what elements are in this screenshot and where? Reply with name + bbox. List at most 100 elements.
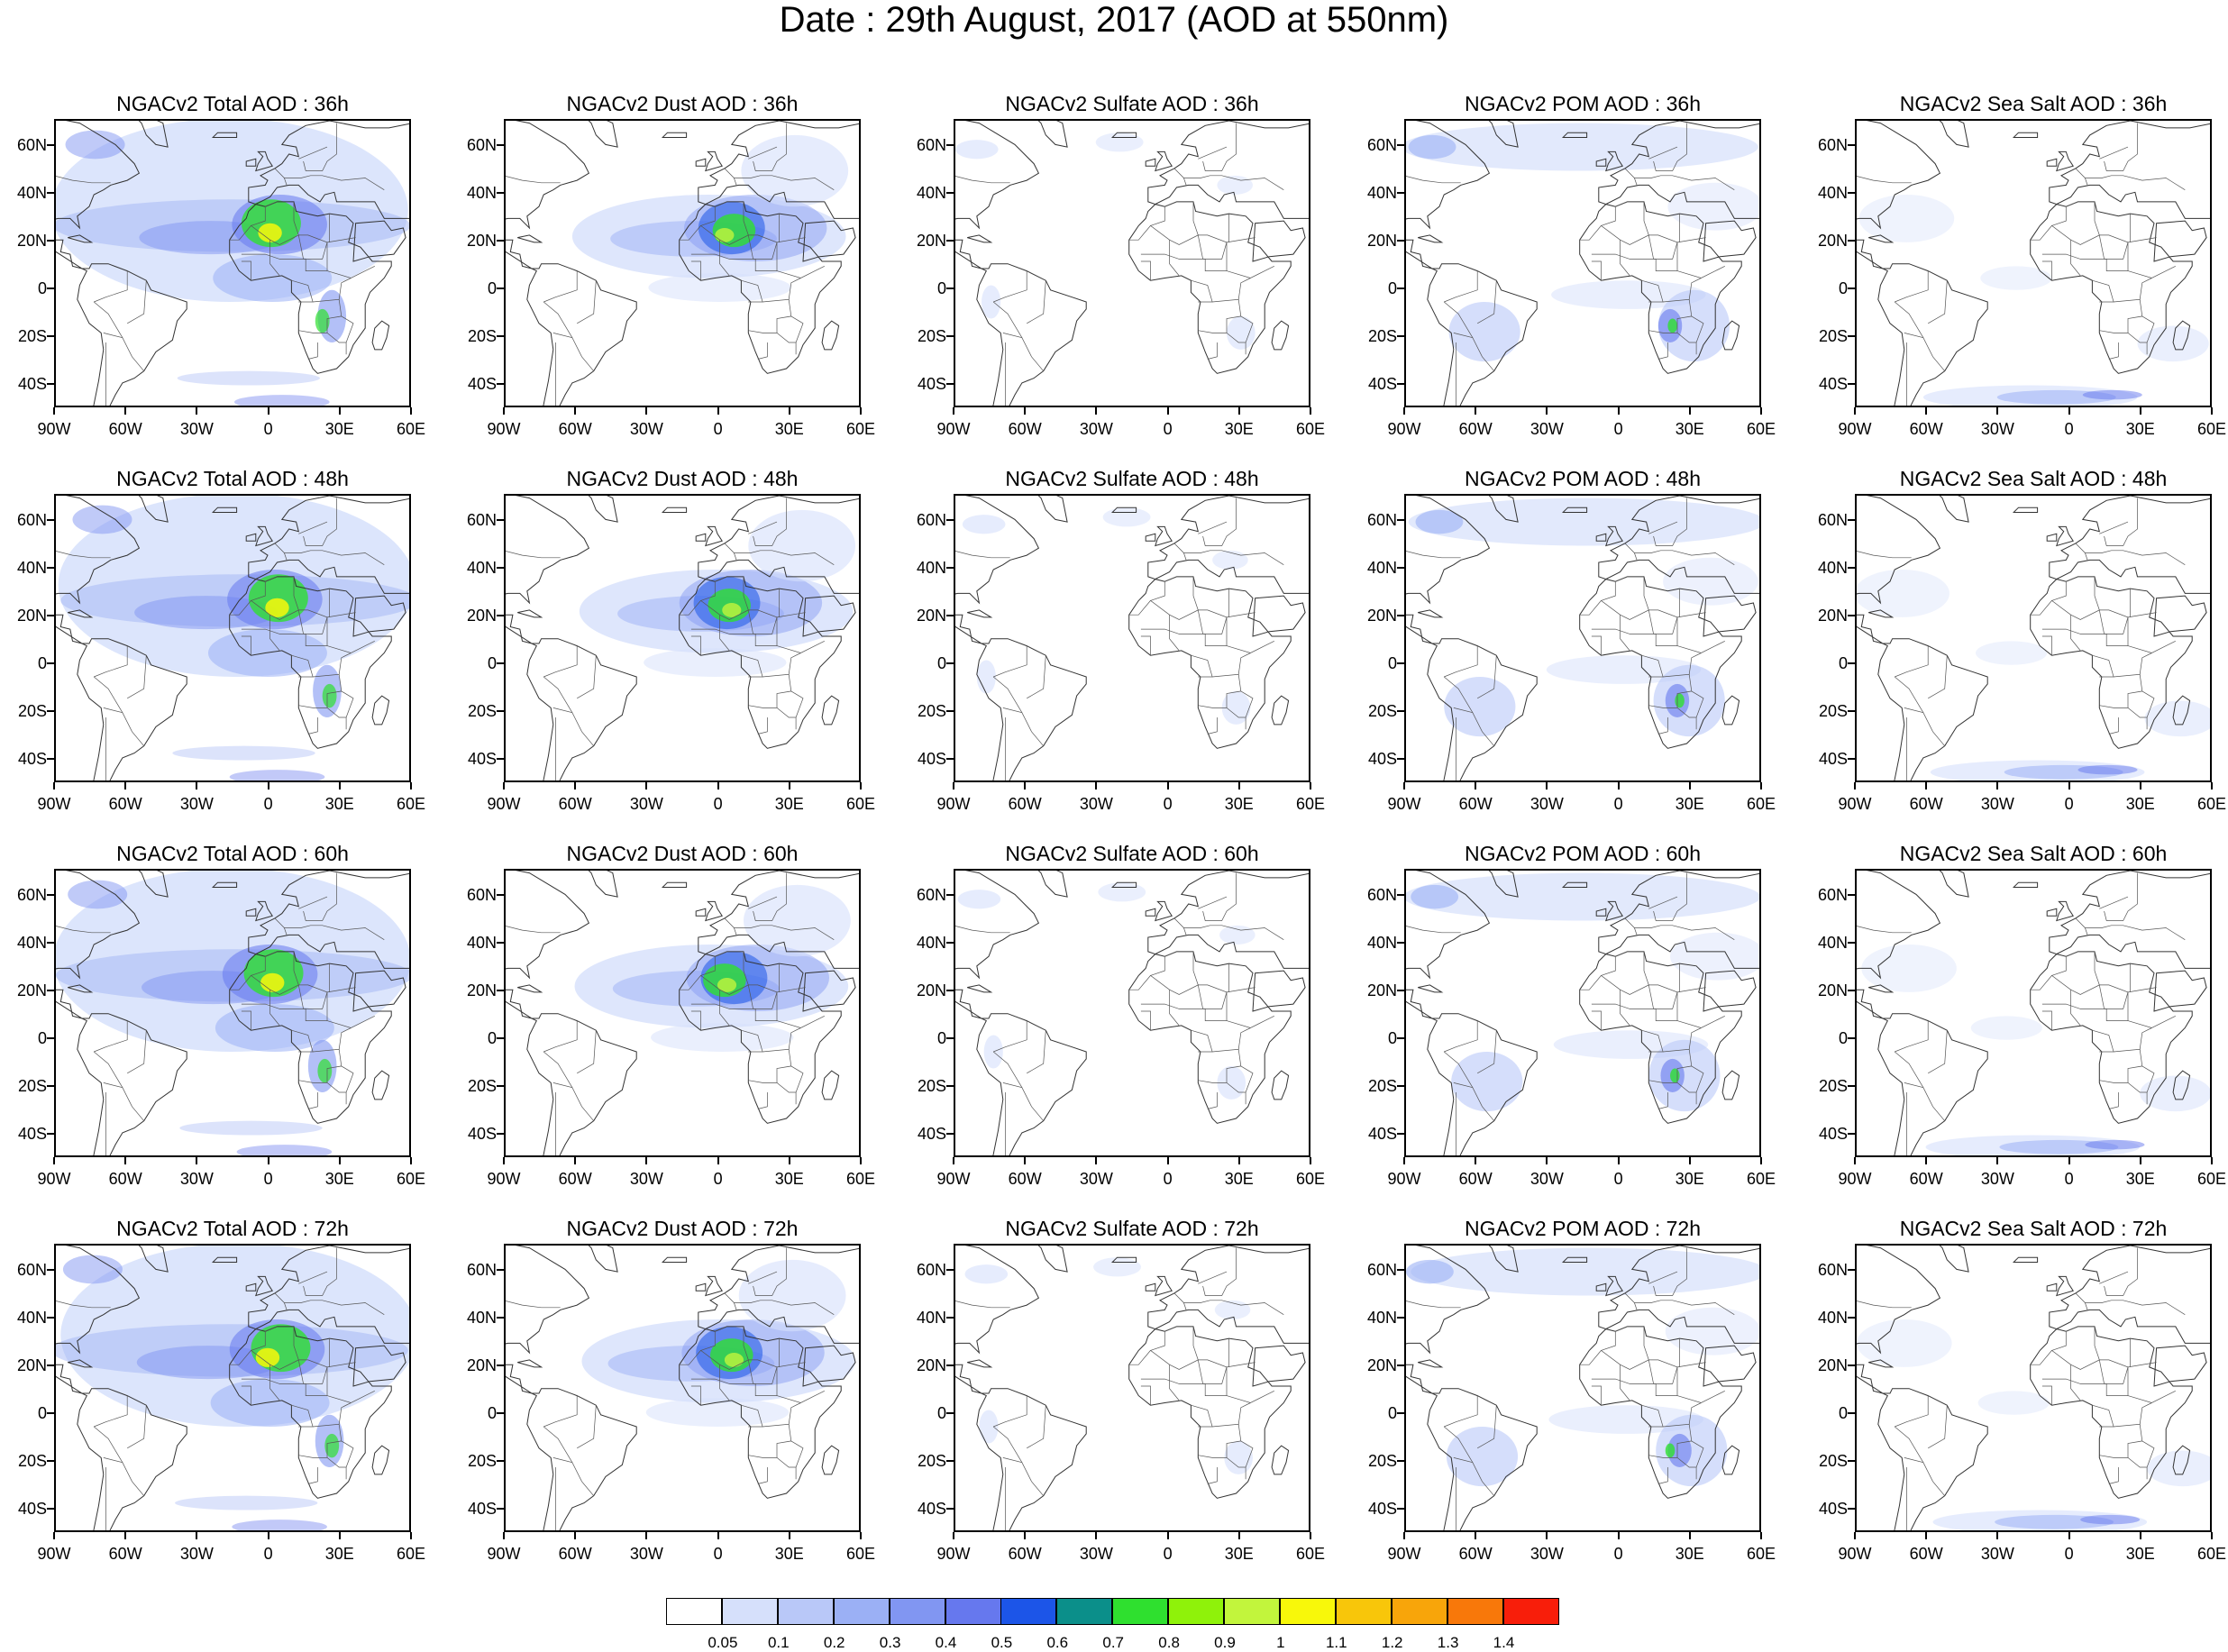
country-border (1904, 1457, 1945, 1496)
country-border (1198, 146, 1228, 160)
country-border (298, 521, 328, 534)
country-border (993, 1395, 1027, 1428)
country-border (1002, 1457, 1044, 1496)
country-border (1169, 615, 1180, 652)
x-tick-mark (338, 1532, 341, 1539)
coastline (661, 1256, 688, 1263)
x-tick-mark (410, 782, 412, 789)
aod-map (1406, 121, 1759, 406)
country-border (776, 640, 825, 653)
x-tick-mark (1688, 782, 1691, 789)
x-tick-mark (53, 1157, 55, 1164)
y-tick-mark (497, 1459, 504, 1462)
x-tick-mark (196, 407, 198, 415)
x-tick-label: 60E (1295, 795, 1326, 813)
country-border (326, 1082, 347, 1093)
x-tick-mark (574, 1157, 577, 1164)
x-tick-label: 30W (1079, 795, 1113, 813)
coastline (1252, 220, 1306, 262)
colorbar-label: 0.6 (1046, 1634, 1069, 1651)
country-border (1904, 1082, 1945, 1121)
country-border (1634, 925, 1735, 940)
y-tick-mark (497, 191, 504, 194)
aod-field-patch (172, 745, 315, 761)
coastline (698, 871, 859, 969)
aod-field-patch (1980, 266, 2052, 290)
x-tick-label: 30E (2125, 1170, 2155, 1188)
y-tick-mark (47, 382, 54, 385)
country-border (700, 951, 727, 976)
y-tick-mark (1848, 614, 1855, 616)
country-border (1634, 550, 1735, 565)
country-border (2070, 990, 2081, 1027)
aod-field-patch (72, 505, 132, 534)
country-border (1477, 1405, 1497, 1449)
aod-field-patch (1657, 289, 1730, 362)
country-border (1140, 260, 1151, 281)
panel-title: NGACv2 Dust AOD : 60h (566, 842, 799, 865)
y-tick-label: 20N (1817, 231, 1848, 250)
aod-field-patch (234, 395, 330, 406)
x-tick-mark (410, 407, 412, 415)
coastline (1561, 507, 1588, 513)
y-tick-label: 0 (487, 278, 497, 297)
x-tick-mark (410, 1532, 412, 1539)
y-tick-label: 20S (1367, 1451, 1397, 1470)
country-border (753, 1247, 787, 1296)
x-tick-label: 0 (2064, 420, 2074, 438)
coastline (1155, 1275, 1173, 1297)
country-border (1894, 1051, 1924, 1088)
colorbar-swatch (721, 1598, 778, 1625)
aod-field-patch (1411, 1247, 1759, 1296)
panel-title: NGACv2 Sulfate AOD : 48h (1005, 467, 1259, 490)
country-border (2098, 984, 2129, 1009)
country-border (748, 1423, 792, 1458)
country-border (251, 951, 278, 976)
country-border (251, 576, 278, 601)
y-tick-mark (47, 614, 54, 616)
x-tick-label: 30W (1529, 420, 1564, 438)
x-tick-label: 60W (558, 1545, 592, 1563)
country-border (1653, 872, 1687, 921)
country-border (2094, 201, 2100, 236)
aod-field-patch (1406, 1259, 1454, 1284)
x-tick-label: 60E (845, 420, 876, 438)
country-border (1676, 237, 1706, 243)
colorbar-label: 1.1 (1325, 1634, 1347, 1651)
y-tick-label: 0 (487, 653, 497, 672)
colorbar-swatch (1224, 1598, 1280, 1625)
x-tick-mark (410, 1157, 412, 1164)
country-border (303, 872, 337, 921)
country-border (1198, 1423, 1242, 1458)
x-tick-mark (1403, 1157, 1405, 1164)
coastline (1418, 1359, 1444, 1368)
country-border (229, 599, 328, 646)
coastline (2172, 695, 2191, 726)
country-border (1641, 1404, 1664, 1428)
coastline (1271, 1445, 1290, 1475)
country-border (94, 1020, 128, 1053)
country-border (1406, 551, 1461, 559)
coastline (2056, 151, 2074, 172)
country-border (229, 1349, 328, 1396)
country-border (2139, 278, 2152, 300)
y-tick-mark (1397, 1507, 1404, 1510)
country-border (1027, 1030, 1046, 1074)
country-border (2141, 1065, 2155, 1105)
country-border (724, 168, 737, 186)
y-tick-label: 60N (16, 886, 47, 905)
country-border (1191, 654, 1213, 678)
country-border (577, 1030, 597, 1074)
x-tick-mark (2068, 1532, 2070, 1539)
country-border (543, 1020, 578, 1053)
x-tick-mark (860, 1157, 862, 1164)
x-tick-mark (788, 782, 790, 789)
country-border (1202, 497, 1237, 546)
y-tick-label: 20N (16, 1355, 47, 1374)
y-tick-label: 20N (1366, 1355, 1397, 1374)
country-border (719, 990, 730, 1027)
y-tick-label: 20S (1367, 701, 1397, 720)
aod-field-patch (744, 884, 851, 957)
coastline (56, 871, 187, 1155)
y-tick-label: 40S (1367, 1499, 1397, 1518)
